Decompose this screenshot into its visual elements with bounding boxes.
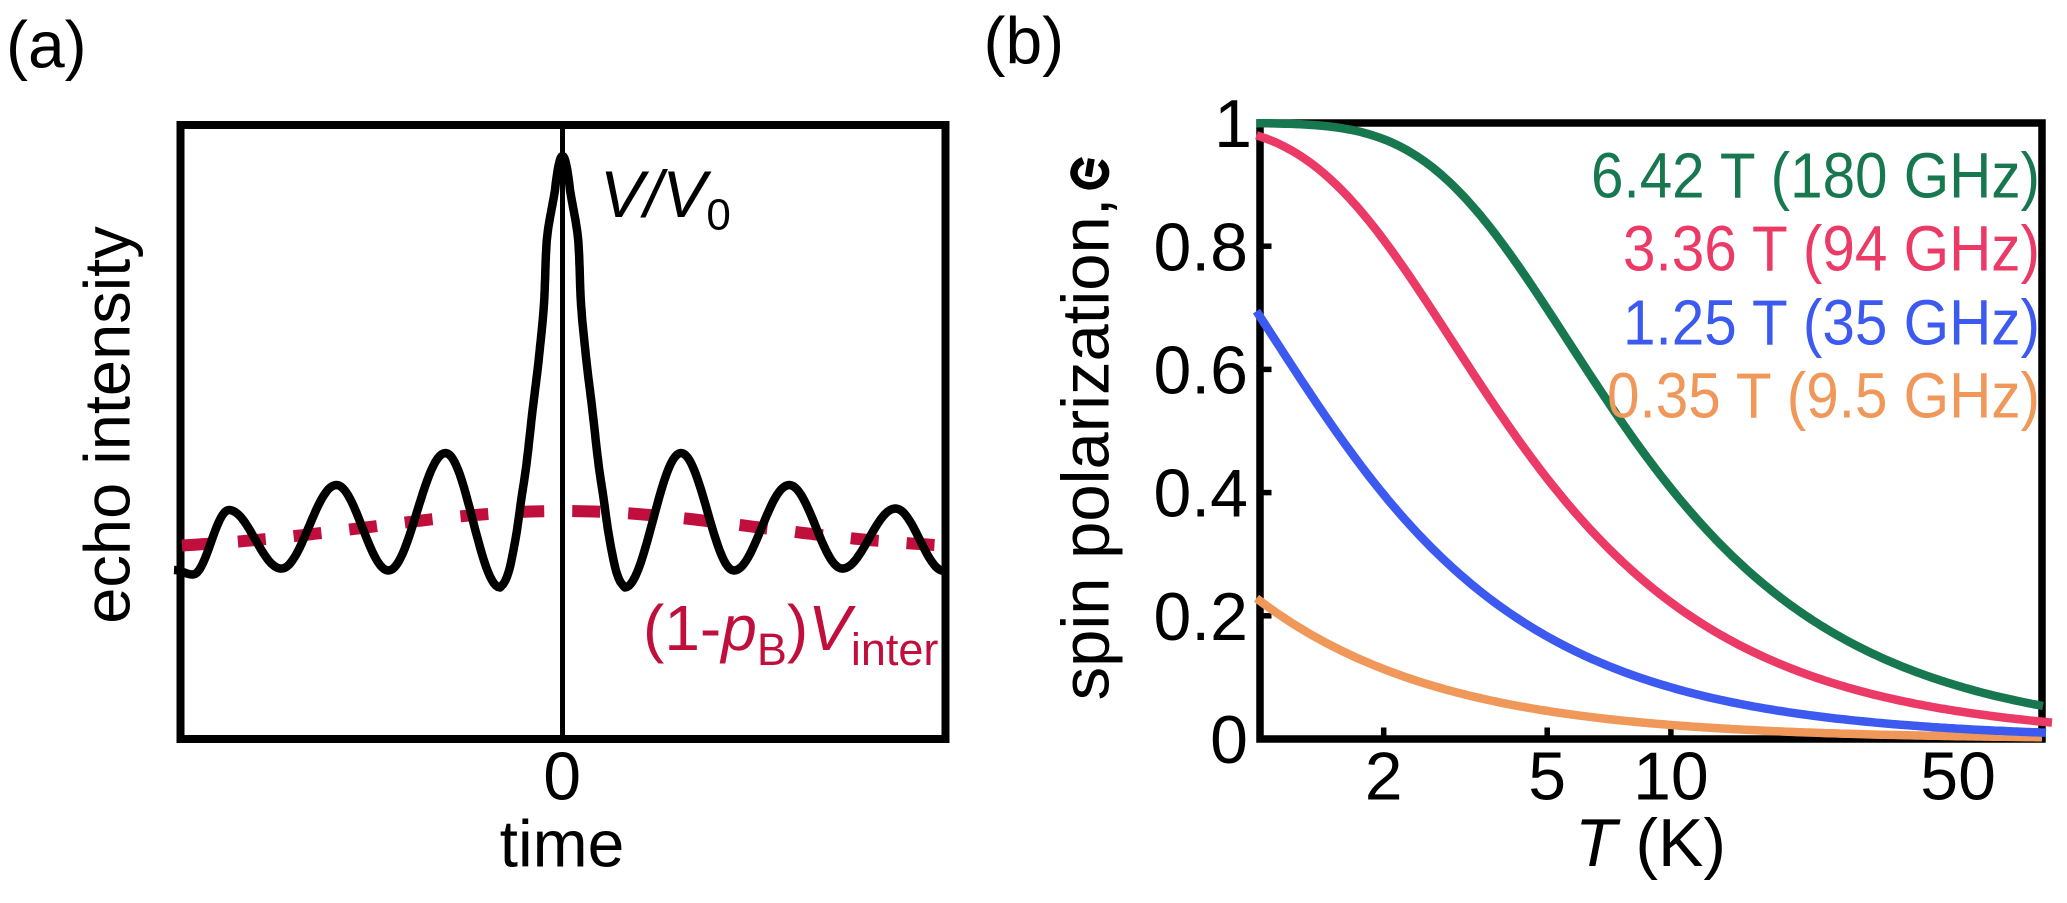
svg-text:5: 5 [1528,739,1566,815]
svg-text:0.2: 0.2 [1153,579,1248,655]
svg-text:0: 0 [543,739,581,815]
svg-text:0: 0 [1210,702,1248,778]
svg-text:1.25 T (35 GHz): 1.25 T (35 GHz) [1623,287,2040,359]
svg-text:50: 50 [1920,739,1996,815]
svg-text:2: 2 [1365,739,1403,815]
svg-text:6.42 T (180 GHz): 6.42 T (180 GHz) [1591,140,2040,212]
svg-text:3.36 T (94 GHz): 3.36 T (94 GHz) [1623,213,2040,285]
svg-text:1: 1 [1214,86,1252,162]
svg-text:10: 10 [1633,739,1709,815]
svg-text:echo intensity: echo intensity [71,226,144,624]
svg-text:T (K): T (K) [1575,805,1726,881]
svg-text:spin polarization,: spin polarization, [1049,198,1124,701]
svg-text:(b): (b) [984,4,1065,78]
svg-text:0.35 T (9.5 GHz): 0.35 T (9.5 GHz) [1607,360,2040,432]
svg-text:(1-pB)Vinter: (1-pB)Vinter [643,592,938,675]
svg-text:0.4: 0.4 [1153,456,1248,532]
svg-text:0.6: 0.6 [1153,333,1248,409]
svg-text:(a): (a) [6,8,87,82]
svg-text:0.8: 0.8 [1153,209,1248,285]
svg-text:time: time [500,807,625,881]
